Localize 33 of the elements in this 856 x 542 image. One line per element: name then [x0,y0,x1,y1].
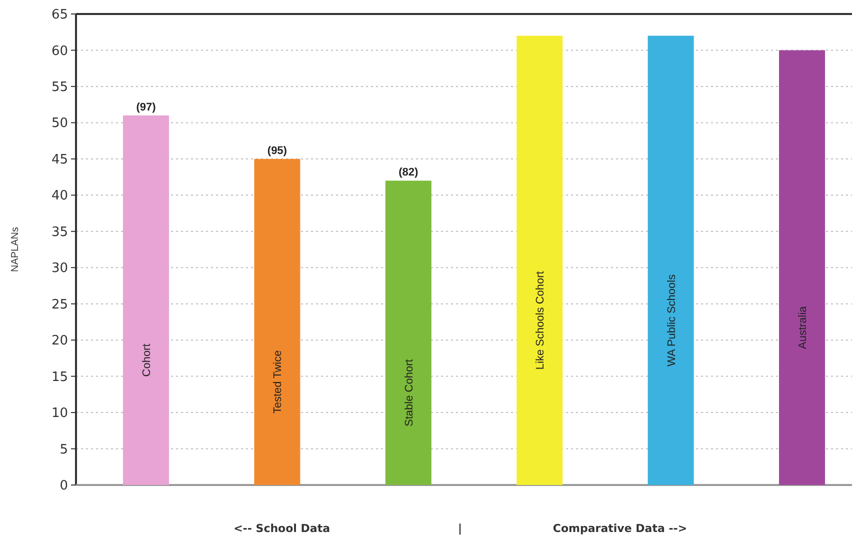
x-tick-label: Like Schools Cohort [534,271,547,370]
y-tick-label: 10 [51,406,68,422]
bar [779,50,825,485]
text: Comparative Data --> [552,522,688,535]
x-tick-label: Stable Cohort [403,359,416,426]
bar [516,36,563,485]
annotation: (82) [398,166,419,179]
bar [385,180,432,485]
y-tick-label: 60 [51,44,68,59]
y-axis-title: NAPLANs [10,226,21,272]
y-tick-label: 55 [51,80,68,96]
annotation: (97) [136,101,156,114]
x-tick-label: Australia [797,305,809,350]
text: <-- School Data [234,522,330,535]
y-tick-label: 15 [51,370,68,385]
x-tick-label: Cohort [141,344,153,377]
y-tick-label: 35 [51,224,68,240]
y-tick-label: 0 [60,478,68,494]
y-tick-label: 40 [51,188,68,204]
y-tick-label: 45 [51,152,68,168]
annotation: (95) [267,144,288,157]
y-tick-label: 50 [51,116,68,132]
y-tick-label: 30 [51,261,68,276]
y-tick-label: 25 [51,297,68,312]
x-tick-label: Tested Twice [272,350,284,414]
x-tick-label: WA Public Schools [666,274,678,366]
y-tick-label: 20 [51,334,68,349]
text: | [458,522,462,535]
y-tick-label: 65 [51,8,68,23]
bar [123,115,169,485]
bar [648,36,694,485]
y-tick-label: 5 [60,442,68,458]
bar [254,158,300,485]
